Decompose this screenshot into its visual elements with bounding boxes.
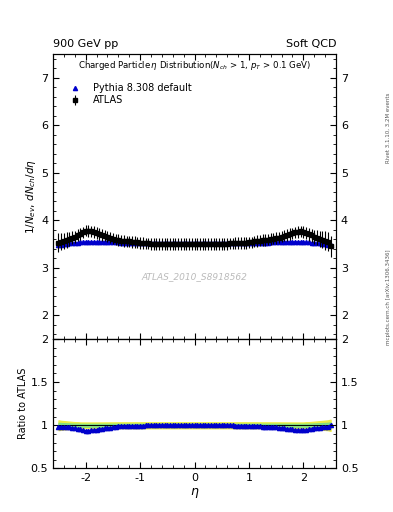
Text: Charged Particle$\,\eta$ Distribution($N_{ch}$ > 1, $p_{T}$ > 0.1 GeV): Charged Particle$\,\eta$ Distribution($N… [78,59,311,73]
Pythia 8.308 default [184,240,189,246]
Text: Soft QCD: Soft QCD [286,38,336,49]
Text: ATLAS_2010_S8918562: ATLAS_2010_S8918562 [141,272,248,281]
Y-axis label: $1/N_{ev}$, $dN_{ch}/d\eta$: $1/N_{ev}$, $dN_{ch}/d\eta$ [24,159,38,234]
Text: 900 GeV pp: 900 GeV pp [53,38,118,49]
Pythia 8.308 default [328,242,333,248]
Y-axis label: Ratio to ATLAS: Ratio to ATLAS [18,368,28,439]
Text: mcplots.cern.ch [arXiv:1306.3436]: mcplots.cern.ch [arXiv:1306.3436] [386,249,391,345]
Line: Pythia 8.308 default: Pythia 8.308 default [57,240,332,247]
Pythia 8.308 default [222,240,227,246]
Pythia 8.308 default [83,239,88,245]
Pythia 8.308 default [56,242,61,248]
Text: Rivet 3.1.10, 3.2M events: Rivet 3.1.10, 3.2M events [386,93,391,163]
Pythia 8.308 default [127,240,132,246]
Legend: Pythia 8.308 default, ATLAS: Pythia 8.308 default, ATLAS [64,81,193,108]
Pythia 8.308 default [249,240,254,246]
Pythia 8.308 default [75,240,80,246]
Pythia 8.308 default [263,240,268,246]
X-axis label: $\eta$: $\eta$ [190,486,199,500]
